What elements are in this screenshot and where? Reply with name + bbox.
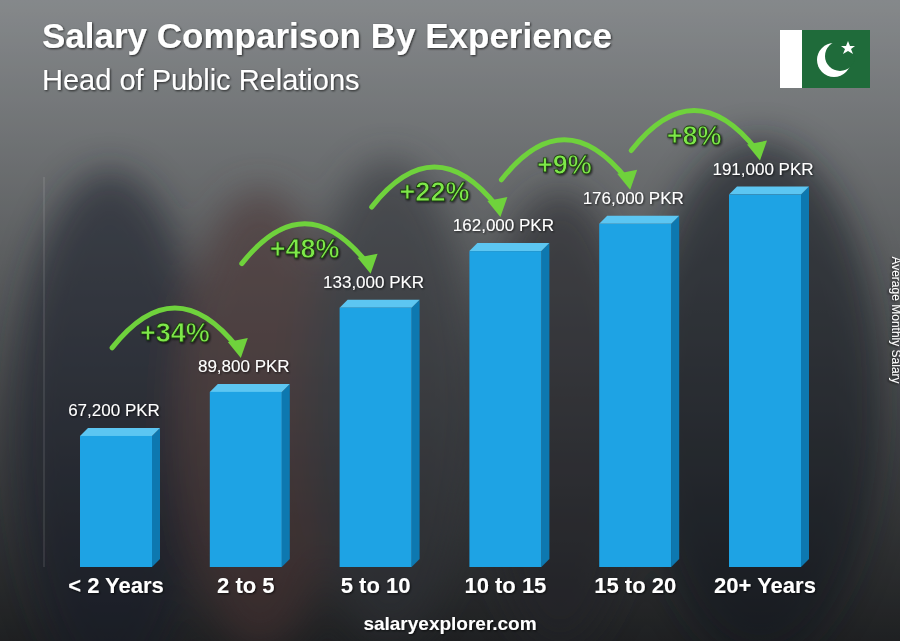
bar [80, 436, 152, 567]
flag-white [780, 30, 802, 88]
subtitle: Head of Public Relations [42, 64, 360, 96]
growth-label: +9% [537, 150, 592, 180]
bar-group [469, 243, 549, 567]
bar-top [469, 243, 549, 251]
y-axis-label: Average Monthly Salary [889, 256, 900, 383]
growth-arc [501, 140, 627, 180]
growth-arrow [631, 111, 767, 161]
bar-group [340, 300, 420, 567]
category-label: 5 to 10 [341, 573, 411, 598]
value-label: 191,000 PKR [712, 160, 813, 179]
background-overlay [0, 0, 900, 641]
growth-arc [112, 308, 238, 348]
value-label: 162,000 PKR [453, 216, 554, 235]
flag-green [802, 30, 870, 88]
growth-arrowhead [358, 254, 378, 274]
growth-label: +48% [270, 234, 340, 264]
bar [599, 224, 671, 567]
growth-label: +34% [140, 318, 210, 348]
growth-label: +8% [667, 121, 722, 151]
growth-arrow [372, 167, 508, 217]
flag [780, 30, 870, 88]
growth-arrow [242, 224, 378, 274]
bar-top [80, 428, 160, 436]
bar-side [282, 384, 290, 567]
bar-top [729, 187, 809, 195]
growth-arc [631, 111, 757, 151]
value-label: 89,800 PKR [198, 357, 290, 376]
bar-side [671, 216, 679, 567]
growth-arc [242, 224, 368, 264]
category-label: 15 to 20 [594, 573, 676, 598]
value-label: 67,200 PKR [68, 401, 160, 420]
growth-arrowhead [228, 338, 248, 358]
growth-arrow [501, 140, 637, 190]
bar [210, 392, 282, 567]
flag-crescent-cut [825, 41, 855, 71]
chart-svg: Salary Comparison By Experience Head of P… [0, 0, 900, 641]
bar-group [599, 216, 679, 567]
bar-group [210, 384, 290, 567]
category-label: 2 to 5 [217, 573, 274, 598]
bars [80, 187, 809, 567]
background [0, 0, 900, 641]
bar-group [729, 187, 809, 567]
category-label: < 2 Years [68, 573, 164, 598]
bar-top [210, 384, 290, 392]
bar-side [152, 428, 160, 567]
source: salaryexplorer.com [363, 613, 536, 634]
bar-top [340, 300, 420, 308]
value-label: 133,000 PKR [323, 273, 424, 292]
bar [469, 251, 541, 567]
bar [340, 308, 412, 567]
chart-root: Salary Comparison By Experience Head of P… [0, 0, 900, 641]
bar-side [801, 187, 809, 567]
bar-group [80, 428, 160, 567]
bar [729, 195, 801, 567]
growth-label: +22% [400, 177, 470, 207]
growth-arrowhead [487, 197, 507, 217]
bar-top [599, 216, 679, 224]
growth-arc [372, 167, 498, 207]
category-label: 20+ Years [714, 573, 816, 598]
bar-side [412, 300, 420, 567]
title: Salary Comparison By Experience [42, 16, 612, 55]
value-label: 176,000 PKR [583, 189, 684, 208]
flag-star [841, 41, 855, 54]
bar-side [541, 243, 549, 567]
growth-arrowhead [747, 141, 767, 161]
growth-arrowhead [617, 170, 637, 190]
growth-arrow [112, 308, 248, 358]
value-axis-line [44, 177, 45, 567]
category-label: 10 to 15 [464, 573, 546, 598]
